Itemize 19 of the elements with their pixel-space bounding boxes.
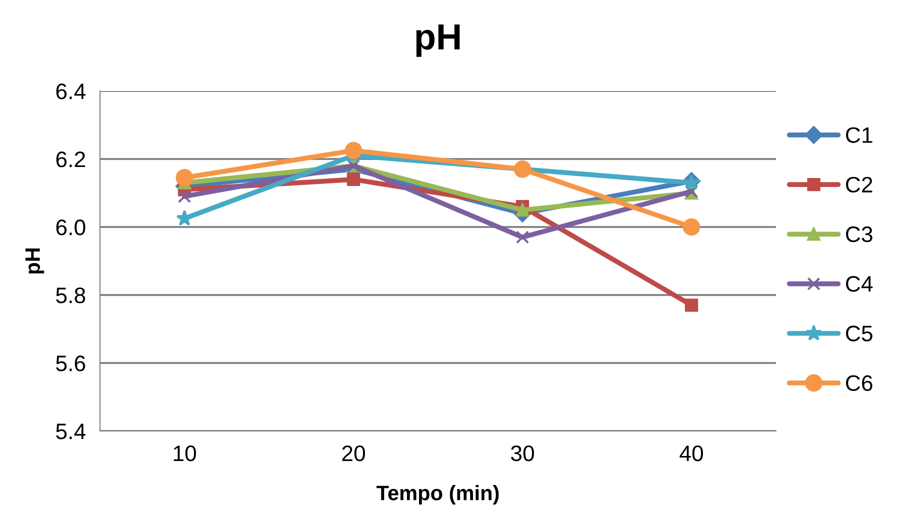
x-tick-label: 10 xyxy=(174,445,196,462)
x-tick-label: 40 xyxy=(680,445,703,462)
legend-label: C1 xyxy=(846,127,872,143)
chart-title: pH xyxy=(416,24,460,57)
y-tick-label: 6.0 xyxy=(56,220,86,236)
legend-label: C3 xyxy=(846,226,872,242)
y-axis-title: pH xyxy=(25,248,44,274)
legend-label: C2 xyxy=(846,176,872,193)
legend-label: C4 xyxy=(846,276,873,292)
y-tick-label: 6.4 xyxy=(56,84,86,100)
legend-label: C6 xyxy=(846,375,872,391)
x-tick-label: 20 xyxy=(342,445,365,462)
x-tick-label: 30 xyxy=(510,445,534,462)
legend-label: C5 xyxy=(846,326,872,342)
y-tick-label: 6.2 xyxy=(56,152,85,168)
y-tick-label: 5.4 xyxy=(56,424,86,440)
y-tick-label: 5.8 xyxy=(56,288,86,304)
y-tick-label: 5.6 xyxy=(56,356,86,372)
x-axis-title: Tempo (min) xyxy=(376,485,499,504)
